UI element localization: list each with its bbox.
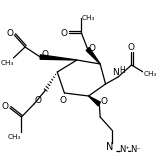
Text: O: O <box>89 43 96 52</box>
Polygon shape <box>89 96 100 106</box>
Text: CH₃: CH₃ <box>8 134 21 140</box>
Text: O: O <box>41 49 48 58</box>
Polygon shape <box>86 47 100 64</box>
Text: CH₃: CH₃ <box>82 15 95 21</box>
Text: N⁻: N⁻ <box>131 146 141 155</box>
Text: O: O <box>100 96 107 105</box>
Text: O: O <box>2 101 9 110</box>
Text: N: N <box>112 67 119 76</box>
Text: N: N <box>106 142 114 152</box>
Text: H: H <box>120 66 125 75</box>
Text: O: O <box>61 28 68 38</box>
Text: N⁺: N⁺ <box>119 146 130 155</box>
Text: CH₃: CH₃ <box>144 71 156 77</box>
Text: O: O <box>35 95 42 104</box>
Text: O: O <box>59 95 66 104</box>
Text: O: O <box>6 28 13 38</box>
Text: CH₃: CH₃ <box>0 60 14 66</box>
Polygon shape <box>40 55 77 60</box>
Text: O: O <box>128 43 135 52</box>
